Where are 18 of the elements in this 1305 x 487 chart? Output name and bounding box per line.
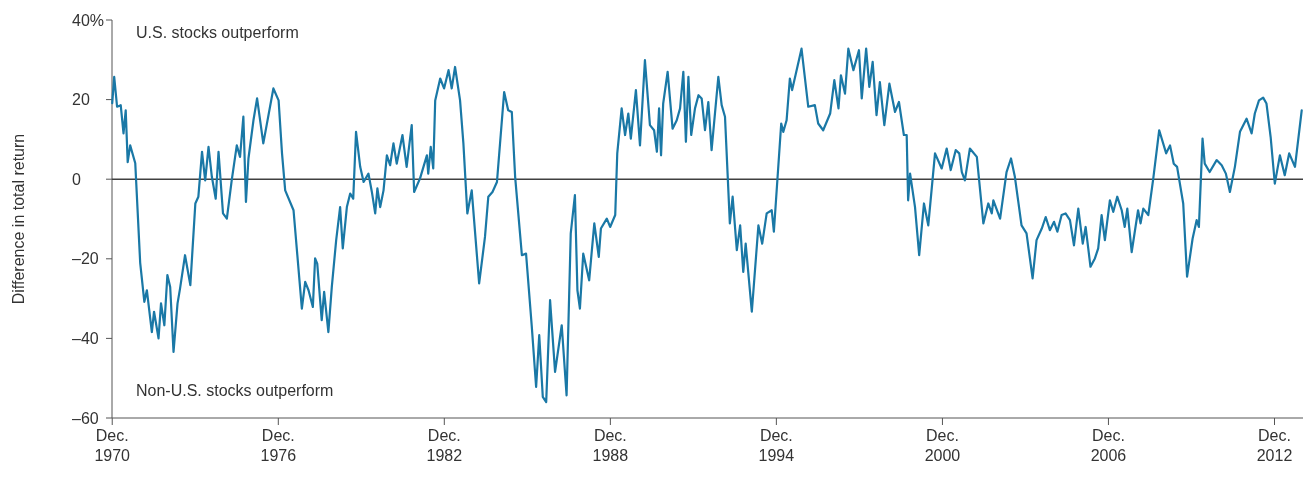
line-series	[111, 47, 1303, 404]
y-tick-label: 0	[72, 170, 81, 188]
x-tick-label: Dec. 1982	[426, 427, 463, 464]
x-tick-label: Dec. 2000	[924, 427, 961, 464]
annotation: U.S. stocks outperform	[136, 24, 299, 41]
y-axis-title: Difference in total return	[10, 133, 27, 305]
y-tick-label: –60	[72, 409, 99, 427]
y-tick-label: 20	[72, 91, 90, 109]
x-tick-label: Dec. 1988	[592, 427, 629, 464]
x-tick-label: Dec. 1994	[758, 427, 795, 464]
y-tick-label: 40%	[72, 11, 105, 29]
annotation: Non-U.S. stocks outperform	[136, 382, 334, 399]
y-tick-label: –20	[72, 250, 99, 268]
x-tick-label: Dec. 2012	[1256, 427, 1293, 464]
y-tick-label: –40	[72, 330, 99, 347]
x-tick-label: Dec. 1970	[94, 427, 131, 464]
x-tick-label: Dec. 2006	[1090, 427, 1127, 464]
x-tick-label: Dec. 1976	[260, 427, 297, 464]
